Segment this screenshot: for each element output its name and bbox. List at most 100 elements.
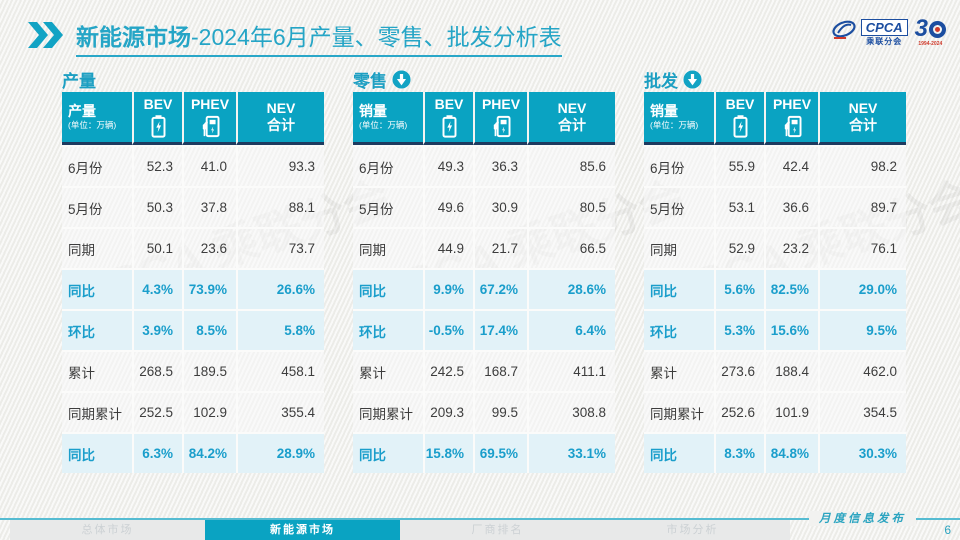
cell-value: 252.6 [714, 391, 764, 432]
footer-tab-总体市场[interactable]: 总体市场 [10, 520, 205, 540]
cell-value: 82.5% [764, 268, 818, 309]
charger-icon [766, 115, 818, 138]
row-label: 同比 [644, 432, 714, 473]
footer-tab-市场分析[interactable]: 市场分析 [595, 520, 790, 540]
row-label: 同比 [353, 268, 423, 309]
cell-value: 15.8% [423, 432, 473, 473]
col-header-BEV: BEV [423, 92, 473, 145]
cell-value: 5.3% [714, 309, 764, 350]
table-row: 同期累计 209.3 99.5 308.8 [353, 391, 615, 432]
cell-value: 36.6 [764, 186, 818, 227]
table-row: 同期 50.1 23.6 73.7 [62, 227, 324, 268]
footer-divider [0, 518, 960, 520]
cell-value: 42.4 [764, 145, 818, 186]
cell-value: 41.0 [182, 145, 236, 186]
cell-value: 355.4 [236, 391, 324, 432]
row-label: 累计 [353, 350, 423, 391]
row-label: 6月份 [353, 145, 423, 186]
charger-icon [475, 115, 527, 138]
table-row: 同比 8.3% 84.8% 30.3% [644, 432, 906, 473]
anniversary-30-logo: 3 1994-2024 [915, 17, 946, 47]
table-header-first-col: 产量 (单位：万辆) [62, 92, 132, 145]
first-col-unit: (单位：万辆) [359, 120, 408, 131]
row-label: 6月份 [644, 145, 714, 186]
table-row: 同比 15.8% 69.5% 33.1% [353, 432, 615, 473]
table-row: 同比 6.3% 84.2% 28.9% [62, 432, 324, 473]
cell-value: 84.8% [764, 432, 818, 473]
data-table: 销量 (单位：万辆) BEV PHEV NEV 合计 6月份 55.9 42.4 98.2 5月份 5… [644, 92, 906, 473]
table-row: 6月份 52.3 41.0 93.3 [62, 145, 324, 186]
cell-value: 6.4% [527, 309, 615, 350]
cpca-logo: CPCA 乘联分会 [831, 18, 908, 46]
footer-tab-厂商排名[interactable]: 厂商排名 [400, 520, 595, 540]
tables-row: 产量 产量 (单位：万辆) BEV PHEV NEV 合计 6月份 52.3 41.0 93.3 5月… [62, 66, 906, 473]
first-col-unit: (单位：万辆) [68, 120, 117, 131]
cell-value: 28.9% [236, 432, 324, 473]
table-block-产量: 产量 产量 (单位：万辆) BEV PHEV NEV 合计 6月份 52.3 41.0 93.3 5月… [62, 66, 324, 473]
cell-value: 308.8 [527, 391, 615, 432]
page-number: 6 [944, 523, 951, 537]
cell-value: 101.9 [764, 391, 818, 432]
table-row: 5月份 49.6 30.9 80.5 [353, 186, 615, 227]
table-row: 6月份 55.9 42.4 98.2 [644, 145, 906, 186]
cell-value: 268.5 [132, 350, 182, 391]
cell-value: 99.5 [473, 391, 527, 432]
page-title-highlight: 新能源市场 [76, 24, 191, 50]
row-label: 5月份 [62, 186, 132, 227]
cell-value: 462.0 [818, 350, 906, 391]
cell-value: 55.9 [714, 145, 764, 186]
section-title: 批发 [644, 66, 906, 92]
cell-value: 52.9 [714, 227, 764, 268]
row-label: 同期累计 [644, 391, 714, 432]
section-label: 产量 [62, 71, 96, 91]
first-col-label: 产量 [68, 102, 96, 119]
cell-value: 9.9% [423, 268, 473, 309]
cell-value: 88.1 [236, 186, 324, 227]
row-label: 同期累计 [353, 391, 423, 432]
cell-value: 76.1 [818, 227, 906, 268]
cell-value: 29.0% [818, 268, 906, 309]
battery-icon [716, 115, 764, 138]
table-row: 环比 -0.5% 17.4% 6.4% [353, 309, 615, 350]
cell-value: 28.6% [527, 268, 615, 309]
table-block-零售: 零售 销量 (单位：万辆) BEV PHEV NEV 合计 6月份 49.3 36.3 85.6 5月… [353, 66, 615, 473]
cell-value: 44.9 [423, 227, 473, 268]
table-row: 5月份 50.3 37.8 88.1 [62, 186, 324, 227]
section-title: 产量 [62, 66, 324, 92]
cell-value: 30.3% [818, 432, 906, 473]
cell-value: 273.6 [714, 350, 764, 391]
cell-value: 8.5% [182, 309, 236, 350]
cell-value: 23.6 [182, 227, 236, 268]
cell-value: 85.6 [527, 145, 615, 186]
cell-value: 73.7 [236, 227, 324, 268]
cell-value: 102.9 [182, 391, 236, 432]
cell-value: 26.6% [236, 268, 324, 309]
table-header-first-col: 销量 (单位：万辆) [353, 92, 423, 145]
row-label: 5月份 [353, 186, 423, 227]
down-arrow-icon [683, 69, 702, 89]
cell-value: 8.3% [714, 432, 764, 473]
col-label: PHEV [772, 96, 812, 113]
col-header-NEV-合计: NEV 合计 [527, 92, 615, 145]
table-row: 同期 44.9 21.7 66.5 [353, 227, 615, 268]
cell-value: 23.2 [764, 227, 818, 268]
col-label: BEV [143, 96, 173, 113]
col-header-NEV-合计: NEV 合计 [818, 92, 906, 145]
table-header-first-col: 销量 (单位：万辆) [644, 92, 714, 145]
row-label: 同比 [353, 432, 423, 473]
cell-value: 458.1 [236, 350, 324, 391]
cell-value: 9.5% [818, 309, 906, 350]
cell-value: 3.9% [132, 309, 182, 350]
row-label: 环比 [62, 309, 132, 350]
footer-tab-新能源市场[interactable]: 新能源市场 [205, 520, 400, 540]
table-row: 6月份 49.3 36.3 85.6 [353, 145, 615, 186]
first-col-unit: (单位：万辆) [650, 120, 699, 131]
row-label: 同比 [644, 268, 714, 309]
cell-value: 80.5 [527, 186, 615, 227]
table-row: 同比 4.3% 73.9% 26.6% [62, 268, 324, 309]
down-arrow-icon [392, 69, 411, 89]
table-row: 同比 5.6% 82.5% 29.0% [644, 268, 906, 309]
cell-value: 50.1 [132, 227, 182, 268]
cpca-wordmark: CPCA [860, 18, 908, 36]
footer-nav-tabs: 总体市场 新能源市场 厂商排名 市场分析 [10, 520, 790, 540]
